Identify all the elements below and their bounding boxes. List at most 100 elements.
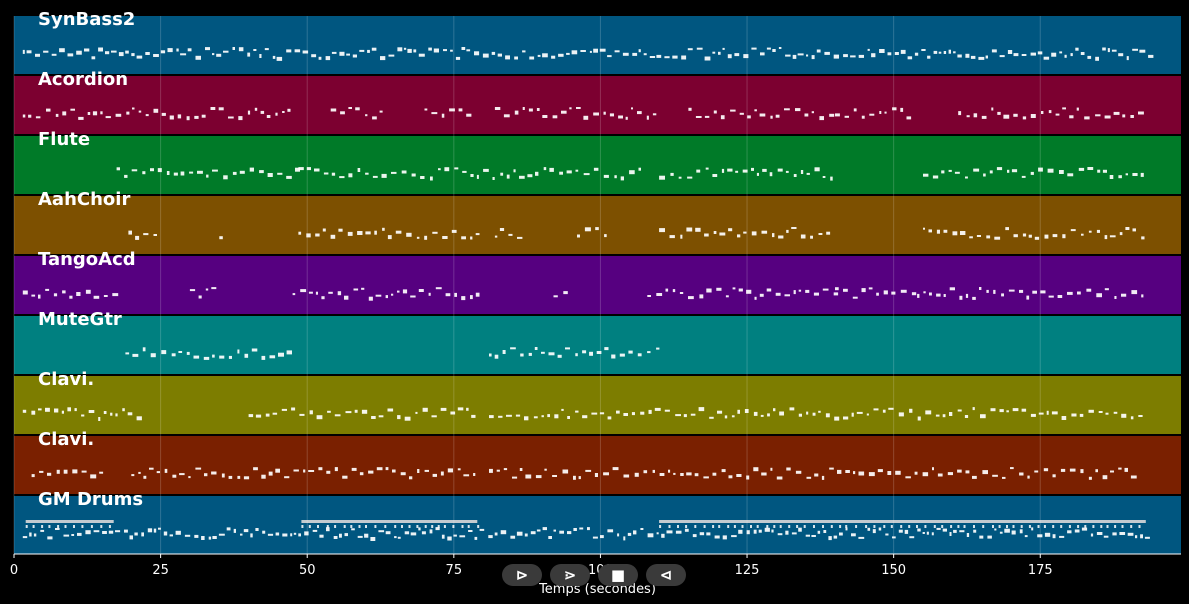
note [447,468,453,473]
note [188,476,191,479]
note [659,473,665,476]
note [164,468,168,473]
note [432,231,438,234]
note [845,470,850,473]
note [557,354,562,358]
note [339,176,345,179]
note [35,53,40,57]
note [355,107,360,111]
note [563,291,568,295]
note [404,416,411,421]
note [1109,175,1114,179]
note [284,476,290,479]
note [647,295,651,297]
prev-button[interactable]: ⊲ [646,564,686,586]
note [932,175,939,179]
note [770,467,773,471]
note [963,525,966,528]
note [22,49,25,54]
note [1095,469,1098,473]
note [833,292,839,296]
note [853,471,856,475]
note [1121,293,1127,297]
note [577,234,580,238]
note [433,48,439,53]
note [277,172,283,175]
note [1041,111,1044,114]
note [997,111,1001,115]
note [567,531,572,535]
note [716,287,722,291]
note [1007,169,1010,173]
note [1067,291,1073,295]
note [766,288,772,292]
note [403,47,407,50]
note [105,51,110,55]
note [323,172,329,175]
note [308,470,315,472]
note [909,536,915,539]
note [999,55,1005,58]
note [391,171,397,174]
note [278,352,284,357]
note [806,476,812,479]
track-lane [14,196,1181,254]
note [991,49,997,53]
note [979,535,984,539]
note [238,47,244,52]
note [789,407,795,411]
note [766,525,769,528]
note [240,533,243,536]
note [917,293,920,298]
note [541,415,544,418]
note [400,472,406,476]
note [1076,107,1079,111]
note [210,107,216,110]
note [350,525,353,528]
note [791,227,797,229]
note [212,536,217,539]
note [949,412,953,416]
note [1095,56,1099,61]
note [326,470,331,474]
note [756,172,759,176]
note [322,228,326,232]
note [1067,173,1074,177]
note [647,533,654,538]
note [150,353,156,358]
note [431,112,438,115]
note [806,411,809,415]
play-button[interactable]: ⊳ [502,564,542,586]
note [90,525,93,528]
note [294,49,301,53]
note [973,113,978,118]
note [1105,412,1109,415]
note [959,295,963,300]
note [25,525,28,528]
note [62,111,67,116]
track-label: Clavi. [38,429,94,450]
note [890,525,893,528]
note [800,234,806,239]
note [228,475,233,479]
note [1079,413,1084,417]
x-tick-label: 150 [881,563,906,578]
note [466,113,472,117]
note [777,533,783,536]
next-button[interactable]: ⋗ [550,564,590,586]
note [1055,113,1060,116]
note [953,529,957,533]
note [51,53,57,56]
note [517,236,523,239]
note [26,50,32,54]
note [194,534,199,538]
stop-button[interactable]: ■ [598,564,638,586]
note [593,167,599,171]
note [91,56,96,60]
note [542,53,548,58]
note [972,296,976,300]
note [253,467,258,471]
note [585,469,592,472]
note [535,171,539,176]
note [475,233,480,236]
